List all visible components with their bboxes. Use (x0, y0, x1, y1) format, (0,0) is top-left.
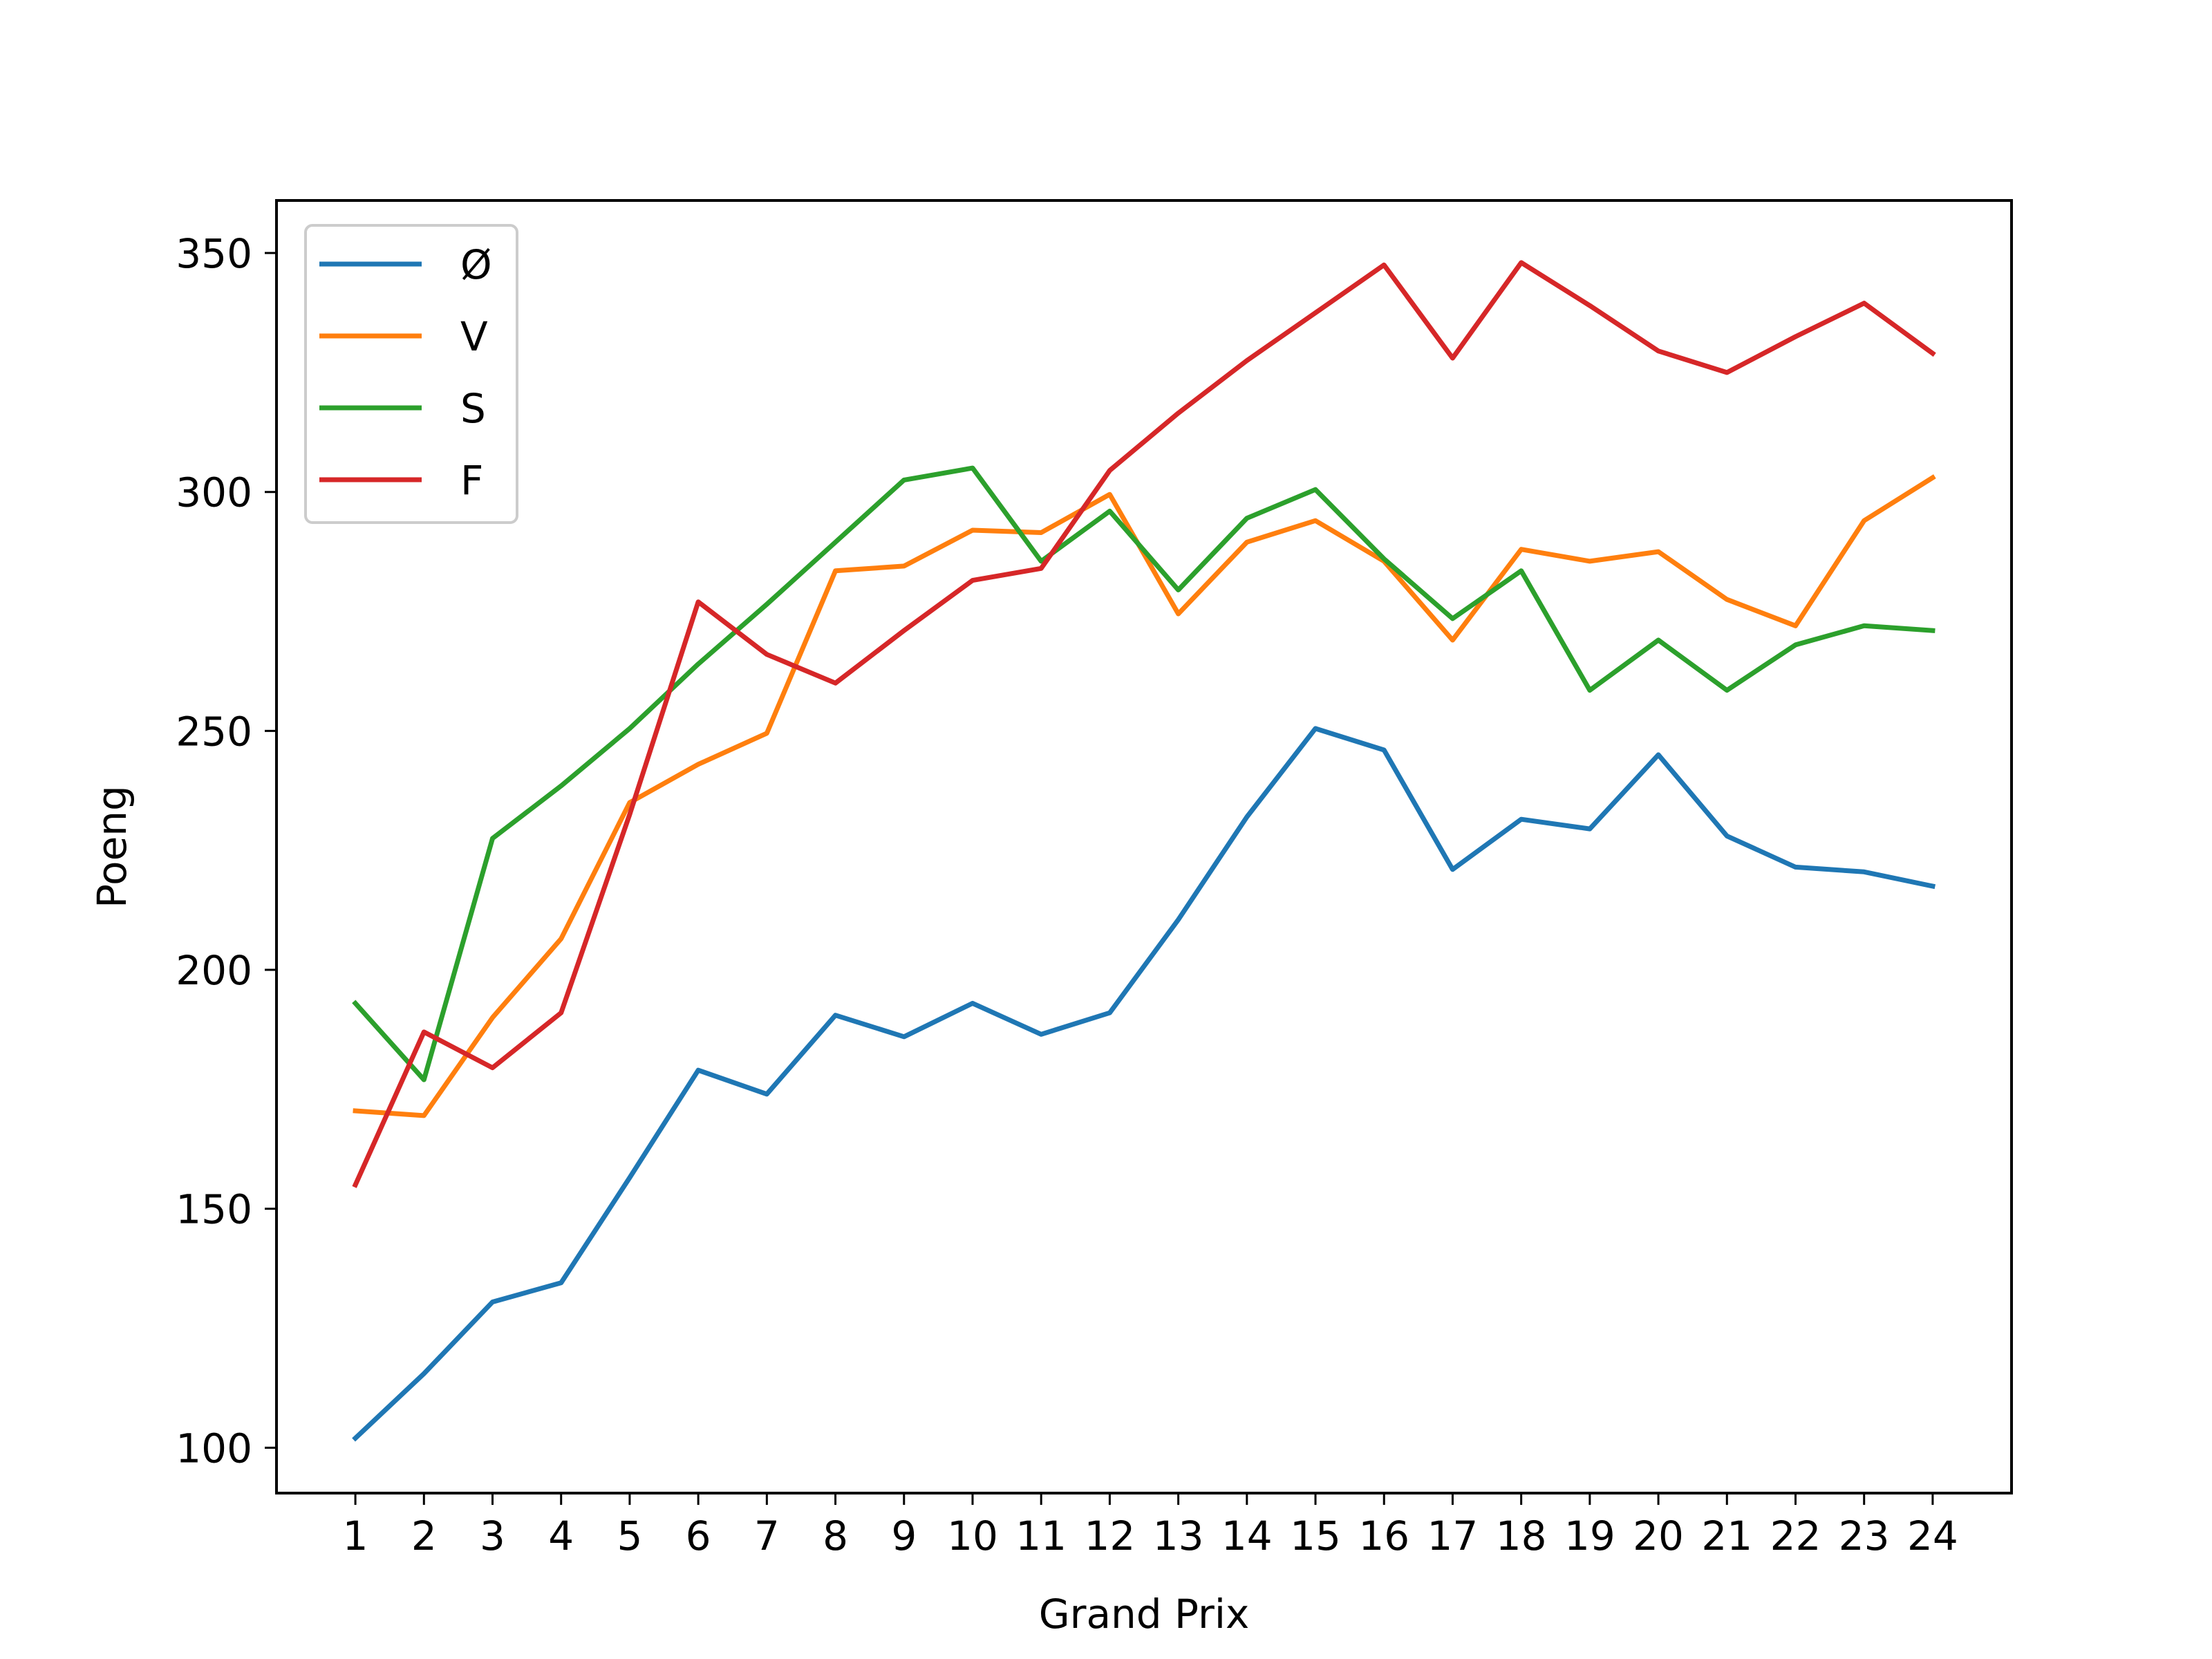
x-tick-label: 19 (1564, 1512, 1615, 1559)
series-line-3 (352, 260, 1936, 1188)
x-tick-label: 6 (686, 1512, 711, 1559)
y-tick-label: 150 (176, 1186, 252, 1233)
x-tick-label: 2 (411, 1512, 437, 1559)
x-tick-label: 22 (1770, 1512, 1821, 1559)
x-tick-label: 21 (1701, 1512, 1752, 1559)
y-tick-label: 250 (176, 708, 252, 755)
y-tick-label: 200 (176, 947, 252, 994)
x-tick-label: 1 (343, 1512, 368, 1559)
x-tick-label: 13 (1153, 1512, 1204, 1559)
legend-label: V (460, 313, 488, 360)
x-tick-label: 7 (754, 1512, 780, 1559)
plot-frame (275, 199, 2013, 1494)
x-tick-label: 23 (1839, 1512, 1890, 1559)
series-layer (352, 260, 1936, 1442)
x-tick-label: 5 (617, 1512, 642, 1559)
y-tick-label: 350 (176, 230, 252, 277)
x-tick-label: 9 (891, 1512, 917, 1559)
x-tick-label: 10 (947, 1512, 998, 1559)
x-tick-label: 24 (1907, 1512, 1958, 1559)
y-tick-label: 100 (176, 1425, 252, 1472)
y-tick-label: 300 (176, 469, 252, 516)
x-tick-label: 4 (548, 1512, 574, 1559)
x-axis: 1 2 3 4 5 6 7 8 9 10 11 12 13 14 15 16 17 18 19 20 21 22 23 24 (343, 1493, 1958, 1559)
x-tick-label: 17 (1427, 1512, 1479, 1559)
y-axis: 100 150 200 250 300 350 (176, 230, 276, 1472)
series-line-0 (352, 726, 1936, 1442)
legend-label: S (460, 385, 486, 432)
x-tick-label: 11 (1015, 1512, 1067, 1559)
x-tick-label: 15 (1290, 1512, 1341, 1559)
x-tick-label: 8 (823, 1512, 848, 1559)
legend-label: Ø (460, 241, 492, 288)
x-tick-label: 14 (1221, 1512, 1273, 1559)
x-tick-label: 16 (1358, 1512, 1409, 1559)
x-tick-label: 18 (1496, 1512, 1547, 1559)
x-tick-label: 3 (480, 1512, 505, 1559)
x-tick-label: 12 (1084, 1512, 1135, 1559)
y-axis-label: Poeng (88, 785, 135, 908)
legend-label: F (460, 457, 483, 504)
legend-box (304, 224, 518, 524)
series-line-2 (352, 465, 1936, 1082)
x-axis-label: Grand Prix (1039, 1591, 1250, 1638)
x-tick-label: 20 (1633, 1512, 1684, 1559)
